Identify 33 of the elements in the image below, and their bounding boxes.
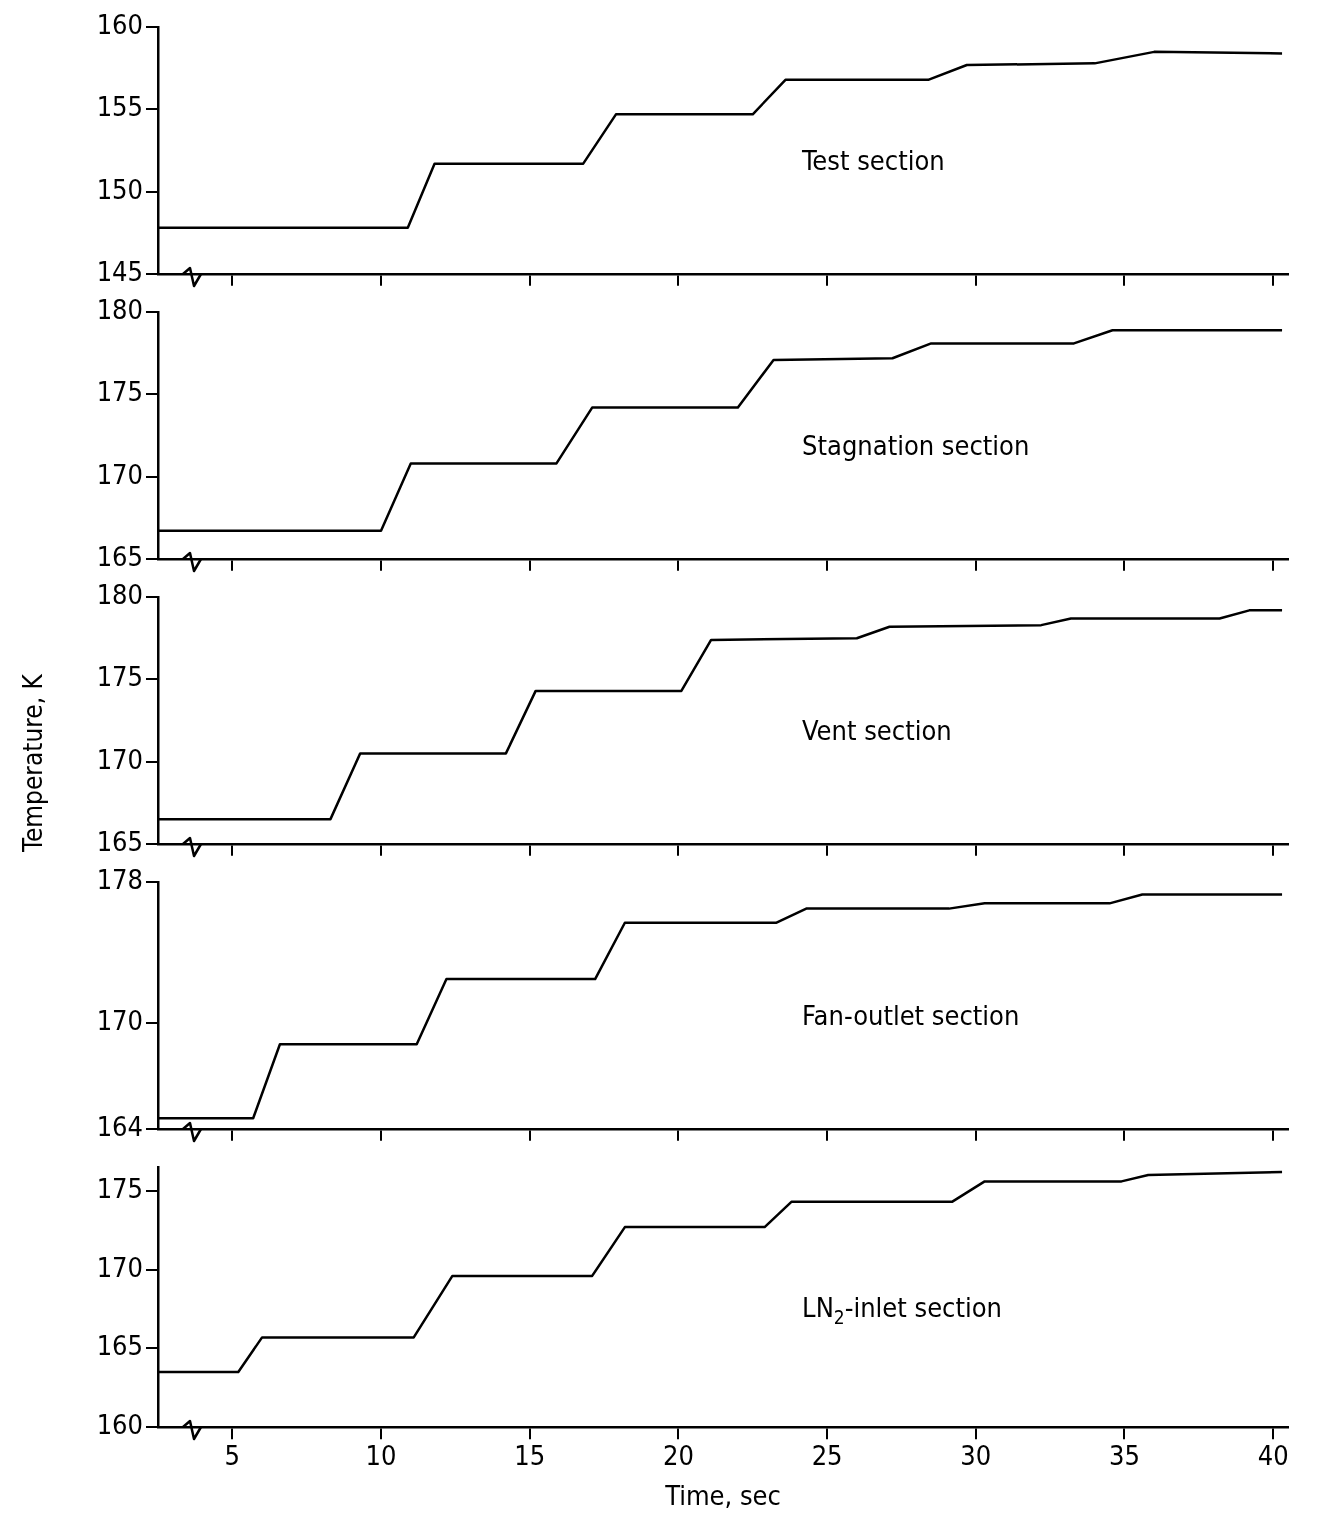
y-tick-label: 180 [96, 294, 143, 326]
x-tick-label: 35 [1108, 1440, 1140, 1472]
y-tick-label: 180 [96, 579, 143, 611]
x-tick-label: 5 [224, 1440, 241, 1472]
x-tick-label: 20 [662, 1440, 694, 1472]
y-tick-label: 164 [96, 1110, 143, 1142]
text: Vent section [802, 714, 952, 746]
y-tick-label: 145 [96, 255, 143, 287]
y-tick-label: 170 [96, 743, 143, 775]
y-tick-label: 170 [96, 1251, 143, 1283]
x-axis-title: Time, sec [664, 1479, 781, 1511]
y-tick-label: 150 [96, 173, 143, 205]
y-tick-label: 155 [96, 91, 143, 123]
y-tick-label: 165 [96, 1330, 143, 1362]
text: Fan-outlet section [802, 999, 1020, 1031]
y-tick-label: 165 [96, 825, 143, 857]
y-tick-label: 160 [96, 1409, 143, 1441]
y-tick-label: 175 [96, 661, 143, 693]
x-tick-label: 30 [960, 1440, 992, 1472]
x-tick-label: 10 [365, 1440, 397, 1472]
x-tick-label: 25 [811, 1440, 843, 1472]
y-tick-label: 165 [96, 540, 143, 572]
text: Test section [801, 144, 945, 176]
y-axis-title: Temperature, K [18, 674, 48, 852]
text: Stagnation section [802, 429, 1030, 461]
x-tick-label: 15 [514, 1440, 546, 1472]
y-tick-label: 175 [96, 376, 143, 408]
y-tick-label: 170 [96, 458, 143, 490]
x-tick-label: 40 [1257, 1440, 1289, 1472]
y-tick-label: 178 [96, 864, 143, 896]
y-tick-label: 175 [96, 1172, 143, 1204]
y-tick-label: 160 [96, 9, 143, 41]
y-tick-label: 170 [96, 1005, 143, 1037]
